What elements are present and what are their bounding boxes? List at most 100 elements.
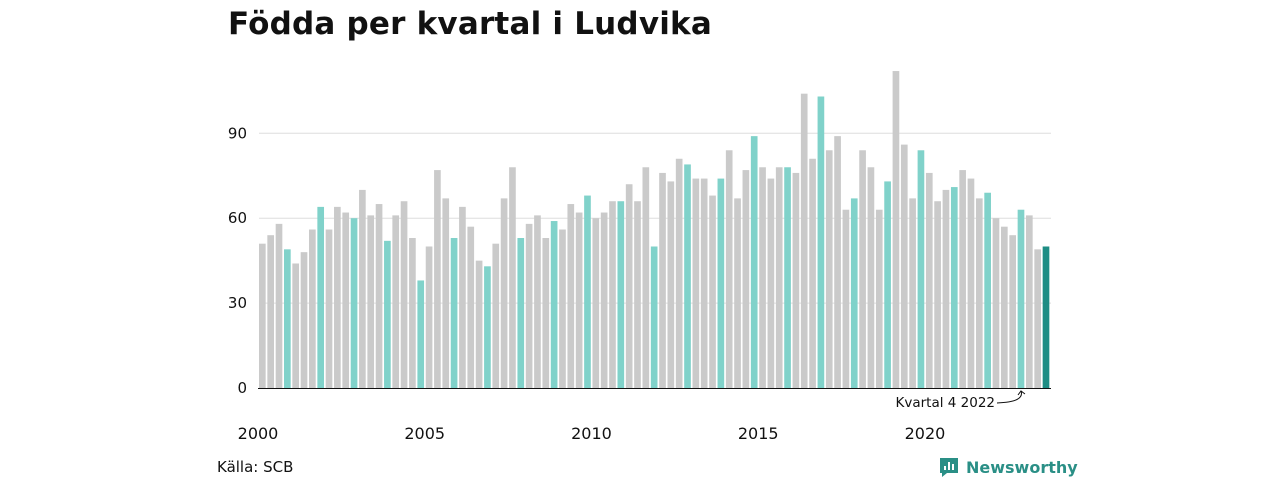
bar[interactable]: [1034, 249, 1041, 388]
bar[interactable]: [600, 212, 608, 388]
bar[interactable]: [984, 192, 991, 388]
bar[interactable]: [584, 195, 591, 388]
bar[interactable]: [359, 189, 366, 388]
bar[interactable]: [384, 240, 391, 388]
bar[interactable]: [434, 170, 441, 388]
bar[interactable]: [567, 204, 575, 388]
bar[interactable]: [334, 206, 341, 388]
bar[interactable]: [817, 96, 825, 388]
bar[interactable]: [392, 215, 400, 388]
bar[interactable]: [367, 215, 375, 388]
bar[interactable]: [1000, 226, 1008, 388]
bar[interactable]: [534, 215, 541, 388]
bar[interactable]: [559, 229, 566, 388]
bar[interactable]: [759, 167, 766, 388]
bar[interactable]: [842, 209, 850, 388]
bar[interactable]: [800, 93, 808, 389]
bar[interactable]: [792, 172, 800, 388]
bar[interactable]: [300, 252, 308, 388]
bar[interactable]: [309, 229, 316, 388]
chart-title: Födda per kvartal i Ludvika: [228, 6, 712, 42]
bar[interactable]: [275, 223, 283, 388]
bar[interactable]: [684, 164, 691, 388]
bar[interactable]: [425, 246, 433, 389]
bar[interactable]: [492, 243, 500, 388]
bar[interactable]: [500, 198, 508, 388]
bar[interactable]: [992, 218, 1000, 388]
bar[interactable]: [484, 266, 491, 388]
bar[interactable]: [475, 260, 483, 388]
bar[interactable]: [350, 218, 358, 388]
bar[interactable]: [892, 71, 900, 388]
bar[interactable]: [700, 178, 708, 388]
bar[interactable]: [417, 280, 425, 388]
bar[interactable]: [509, 167, 516, 388]
bar[interactable]: [292, 263, 300, 388]
bar[interactable]: [675, 158, 683, 388]
bar[interactable]: [575, 212, 583, 388]
bar[interactable]: [617, 201, 625, 388]
bar[interactable]: [375, 204, 383, 388]
bar[interactable]: [517, 238, 525, 388]
bar[interactable]: [942, 189, 950, 388]
bar[interactable]: [767, 178, 775, 388]
bar[interactable]: [634, 201, 641, 388]
bar[interactable]: [317, 206, 325, 388]
bar[interactable]: [259, 243, 266, 388]
bar[interactable]: [734, 198, 741, 388]
bar[interactable]: [609, 201, 616, 388]
bar[interactable]: [825, 150, 833, 388]
bar[interactable]: [592, 218, 600, 388]
bar[interactable]: [325, 229, 333, 388]
bar[interactable]: [725, 150, 733, 388]
bar[interactable]: [959, 170, 966, 388]
bar[interactable]: [884, 181, 891, 388]
bar[interactable]: [1025, 215, 1033, 388]
bar[interactable]: [809, 158, 816, 388]
bar[interactable]: [859, 150, 866, 388]
bar[interactable]: [1009, 235, 1016, 388]
bar[interactable]: [450, 238, 458, 388]
bar[interactable]: [1042, 246, 1050, 389]
bar[interactable]: [900, 144, 908, 388]
bar[interactable]: [934, 201, 941, 388]
bar[interactable]: [525, 223, 533, 388]
annotation-label: Kvartal 4 2022: [895, 395, 995, 411]
bar[interactable]: [784, 167, 791, 388]
bar[interactable]: [709, 195, 716, 388]
bar[interactable]: [742, 170, 750, 388]
bar[interactable]: [650, 246, 658, 389]
bar[interactable]: [909, 198, 916, 388]
bar[interactable]: [267, 235, 275, 388]
bar[interactable]: [1017, 209, 1025, 388]
bar[interactable]: [750, 136, 758, 388]
bar[interactable]: [950, 187, 958, 388]
bar[interactable]: [875, 209, 883, 388]
brand-logo[interactable]: Newsworthy: [938, 456, 1078, 478]
bar[interactable]: [775, 167, 783, 388]
bar[interactable]: [917, 150, 925, 388]
bar[interactable]: [867, 167, 875, 388]
bar[interactable]: [850, 198, 858, 388]
bar[interactable]: [834, 136, 841, 388]
bar[interactable]: [284, 249, 291, 388]
bar[interactable]: [692, 178, 700, 388]
bar[interactable]: [409, 238, 416, 388]
bar[interactable]: [925, 172, 933, 388]
bar[interactable]: [967, 178, 975, 388]
bar[interactable]: [400, 201, 408, 388]
bar[interactable]: [667, 181, 675, 388]
x-tick-label: 2010: [571, 424, 612, 443]
bar[interactable]: [342, 212, 350, 388]
bar[interactable]: [550, 221, 558, 388]
bar[interactable]: [717, 178, 725, 388]
bar[interactable]: [642, 167, 650, 388]
bar[interactable]: [442, 198, 450, 388]
bar[interactable]: [625, 184, 633, 388]
newsworthy-chart-icon: [940, 458, 958, 477]
bar[interactable]: [975, 198, 983, 388]
bar[interactable]: [467, 226, 475, 388]
bar[interactable]: [659, 172, 666, 388]
bar[interactable]: [542, 238, 550, 388]
bar[interactable]: [459, 206, 466, 388]
